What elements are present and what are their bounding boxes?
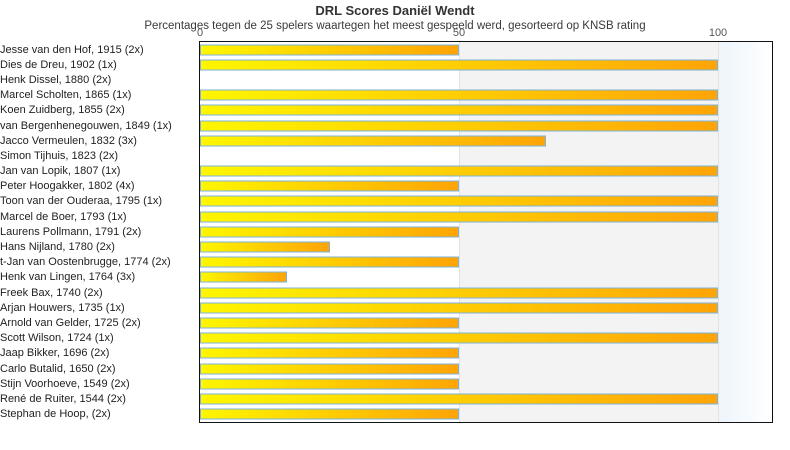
bar-row: [200, 133, 772, 148]
bar-row: [200, 346, 772, 361]
category-label: Scott Wilson, 1724 (1x): [0, 332, 114, 345]
category-label: Dies de Dreu, 1902 (1x): [0, 58, 117, 71]
bar: [200, 302, 718, 314]
bar: [200, 120, 718, 132]
bar: [200, 271, 287, 283]
category-label: Jaap Bikker, 1696 (2x): [0, 347, 110, 360]
bar: [200, 180, 459, 192]
bar-row: [200, 285, 772, 300]
category-label: Toon van der Ouderaa, 1795 (1x): [0, 195, 163, 208]
category-label: Marcel de Boer, 1793 (1x): [0, 210, 127, 223]
bar-row: [200, 164, 772, 179]
category-label: Jesse van den Hof, 1915 (2x): [0, 43, 144, 56]
category-label: Carlo Butalid, 1650 (2x): [0, 362, 116, 375]
bar-row: [200, 331, 772, 346]
gridline-100: [718, 42, 719, 422]
bar-row: [200, 103, 772, 118]
bar-row: [200, 118, 772, 133]
bar: [200, 256, 459, 268]
bar: [200, 378, 459, 390]
category-label: Laurens Pollmann, 1791 (2x): [0, 225, 142, 238]
bar: [200, 135, 546, 147]
x-axis-tick-50: 50: [452, 27, 466, 39]
category-label: Marcel Scholten, 1865 (1x): [0, 89, 132, 102]
bar-row: [200, 72, 772, 87]
bar: [200, 317, 459, 329]
bar-row: [200, 57, 772, 72]
bar: [200, 44, 459, 56]
category-label: Jan van Lopik, 1807 (1x): [0, 165, 121, 178]
category-labels: Jesse van den Hof, 1915 (2x) Dies de Dreu…: [0, 42, 195, 422]
gridline-50: [459, 42, 460, 422]
category-label: t-Jan van Oostenbrugge, 1774 (2x): [0, 256, 171, 269]
bar: [200, 347, 459, 359]
category-label: Jacco Vermeulen, 1832 (3x): [0, 134, 137, 147]
category-label: Freek Bax, 1740 (2x): [0, 286, 103, 299]
bar-row: [200, 194, 772, 209]
category-label: Stephan de Hoop, (2x): [0, 408, 111, 421]
chart-title: DRL Scores Daniël Wendt: [315, 3, 475, 18]
bars-layer: [200, 42, 772, 422]
bar-row: [200, 407, 772, 422]
category-label: René de Ruiter, 1544 (2x): [0, 392, 126, 405]
plot-area: [199, 41, 773, 423]
category-label: Arnold van Gelder, 1725 (2x): [0, 316, 141, 329]
bar-row: [200, 179, 772, 194]
category-label: Koen Zuidberg, 1855 (2x): [0, 104, 125, 117]
bar: [200, 363, 459, 375]
bar: [200, 241, 330, 253]
plot-band-over-100: [718, 42, 772, 422]
x-axis-tick-100: 100: [708, 27, 728, 39]
bar-row: [200, 224, 772, 239]
bar: [200, 287, 718, 299]
bar: [200, 211, 718, 223]
bar-row: [200, 88, 772, 103]
bar: [200, 393, 718, 405]
bar-row: [200, 209, 772, 224]
category-label: Henk Dissel, 1880 (2x): [0, 73, 112, 86]
bar-row: [200, 315, 772, 330]
bar-row: [200, 42, 772, 57]
bar: [200, 104, 718, 116]
bar-row: [200, 239, 772, 254]
bar: [200, 408, 459, 420]
bar-row: [200, 300, 772, 315]
bar-row: [200, 148, 772, 163]
category-label: Simon Tijhuis, 1823 (2x): [0, 149, 118, 162]
chart-subtitle: Percentages tegen de 25 spelers waartege…: [144, 20, 646, 32]
bar-row: [200, 376, 772, 391]
category-label: Peter Hoogakker, 1802 (4x): [0, 180, 135, 193]
bar: [200, 89, 718, 101]
category-label: Arjan Houwers, 1735 (1x): [0, 301, 125, 314]
bar: [200, 332, 718, 344]
category-label: Stijn Voorhoeve, 1549 (2x): [0, 377, 130, 390]
bar-row: [200, 255, 772, 270]
bar-row: [200, 270, 772, 285]
category-label: van Bergenhenegouwen, 1849 (1x): [0, 119, 172, 132]
bar-row: [200, 391, 772, 406]
bar: [200, 165, 718, 177]
bar: [200, 226, 459, 238]
bar-row: [200, 361, 772, 376]
x-axis-tick-0: 0: [196, 27, 204, 39]
bar: [200, 195, 718, 207]
bar: [200, 59, 718, 71]
category-label: Hans Nijland, 1780 (2x): [0, 241, 115, 254]
category-label: Henk van Lingen, 1764 (3x): [0, 271, 136, 284]
